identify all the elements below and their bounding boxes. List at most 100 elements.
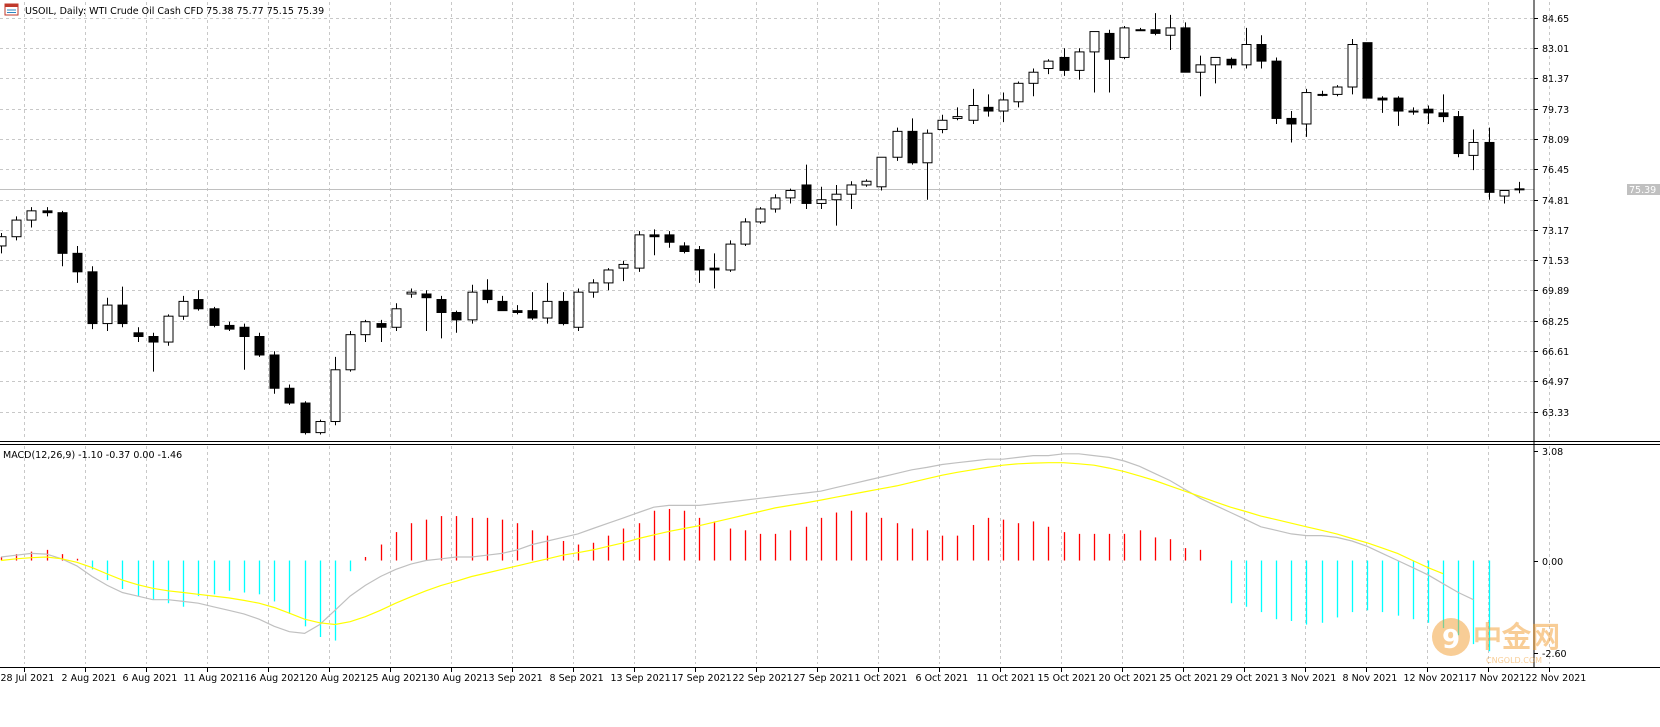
candle [907,118,918,165]
candle [1180,22,1191,73]
candle [406,288,417,298]
candle-body-bull [0,236,7,247]
price-axis: 84.65 83.01 81.37 79.73 78.09 76.45 74.81 73.17… [0,0,1660,668]
candle [42,207,53,217]
candle-body-bear [1150,29,1161,34]
candle [193,290,204,311]
candle [1514,181,1525,194]
candle [740,218,751,246]
candle-body-bull [755,208,766,223]
candle [603,268,614,291]
candle [497,295,508,312]
macd-y-tick-label: 3.08 [1542,447,1563,458]
candle [983,94,994,117]
y-tick-label: 76.45 [1542,165,1569,176]
candle-body-bull [968,104,979,121]
candle [558,292,569,326]
candle [1119,26,1130,60]
candle-body-bear [421,293,432,299]
candle [1408,107,1419,115]
y-tick-label: 69.89 [1542,286,1569,297]
x-tick-label: 11 Oct 2021 [977,673,1036,684]
candle-body-bear [497,300,508,312]
current-price-label: 75.39 [1629,185,1656,196]
candle [1013,81,1024,108]
chart-title: USOIL, Daily: WTI Crude Oil Cash CFD 75.… [25,6,324,17]
candle [725,240,736,272]
candle-body-bull [360,321,371,336]
y-tick-label: 68.25 [1542,317,1569,328]
candle [952,107,963,121]
x-tick-label: 6 Aug 2021 [123,673,178,684]
candle [861,179,872,187]
candle-body-bull [1013,82,1024,103]
candle [376,319,387,343]
candle-body-bear [527,310,538,319]
macd-signal-line [0,462,1444,626]
candle-body-bear [376,323,387,328]
candle [892,127,903,161]
candle [679,242,690,254]
candle-body-bull [1165,27,1176,36]
candle [512,305,523,315]
candle-body-bull [770,197,781,210]
candle-body-bull [1347,44,1358,88]
window-icon[interactable] [4,3,19,16]
x-tick-label: 11 Aug 2021 [184,673,245,684]
candle [0,233,7,254]
candle-body-bear [42,210,53,214]
candle [57,210,68,267]
candle-body-bear [254,336,265,356]
candle-body-bear [679,245,690,252]
candle-body-bull [1028,71,1039,84]
candle [785,188,796,204]
candle [1423,105,1434,124]
x-tick-label: 30 Aug 2021 [428,673,489,684]
watermark-url: CNGOLD.COM [1486,656,1542,665]
macd-y-tick-label: 0.00 [1542,557,1563,568]
x-tick-label: 3 Sep 2021 [489,673,543,684]
candle [1301,88,1312,137]
candle [1347,38,1358,95]
candle-body-bull [1074,51,1085,71]
time-axis: 28 Jul 2021 2 Aug 2021 6 Aug 2021 11 Aug 20… [1,668,1586,684]
candle [816,186,827,209]
candle-body-bear [284,387,295,404]
x-tick-label: 8 Sep 2021 [550,673,604,684]
candle-body-bull [618,263,629,269]
candle [284,384,295,405]
x-tick-label: 20 Oct 2021 [1099,673,1158,684]
candle-body-bear [57,212,68,254]
candle [1256,35,1267,69]
candle [87,266,98,330]
y-tick-label: 73.17 [1542,226,1569,237]
x-tick-label: 28 Jul 2021 [1,673,55,684]
candle-body-bear [907,130,918,164]
candle-body-bull [603,269,614,284]
watermark: 9 中金网 CNGOLD.COM [1432,618,1560,665]
candle-body-bear [1226,58,1237,66]
candle-body-bear [482,289,493,301]
candle-body-bear [300,402,311,434]
candle [1453,111,1464,158]
candle [694,245,705,283]
x-tick-label: 17 Nov 2021 [1465,673,1526,684]
candle-body-bull [1135,29,1146,32]
candle-body-bull [922,132,933,164]
candle [482,279,493,304]
candle [330,356,341,426]
candle-body-bear [209,308,220,326]
candle [998,92,1009,123]
candle-body-bull [573,291,584,328]
x-tick-label: 17 Sep 2021 [672,673,732,684]
candle [360,319,371,343]
candle-body-bull [26,210,37,221]
candle [1210,56,1221,84]
x-tick-label: 29 Oct 2021 [1221,673,1280,684]
candle-body-bear [1484,141,1495,193]
candle-body-bull [11,219,22,238]
y-tick-label: 79.73 [1542,105,1569,116]
candle [1438,94,1449,123]
